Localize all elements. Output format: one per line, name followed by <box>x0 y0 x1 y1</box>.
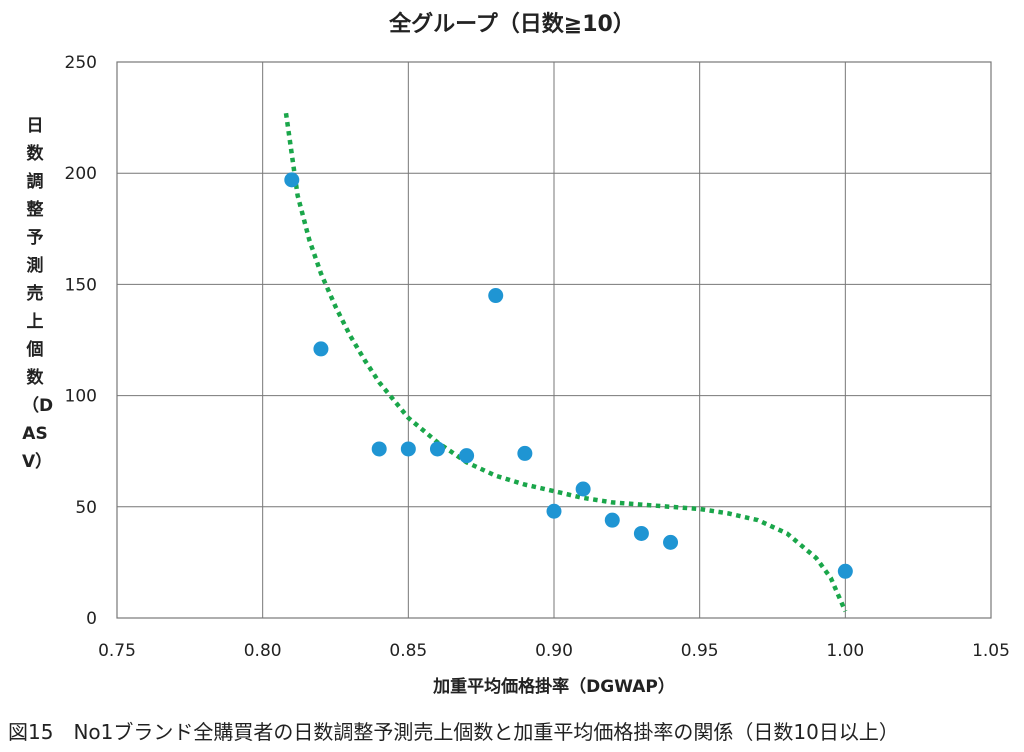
data-point-layer <box>284 172 853 579</box>
gridlines <box>116 61 992 619</box>
data-point <box>284 172 300 188</box>
chart-title: 全グループ（日数≧10） <box>389 12 635 37</box>
data-point <box>313 341 329 357</box>
data-point <box>575 481 591 497</box>
x-tick-label: 0.95 <box>681 641 719 661</box>
x-tick-label: 0.80 <box>244 641 282 661</box>
x-tick-label: 0.85 <box>389 641 427 661</box>
data-point <box>546 503 562 519</box>
data-point <box>429 441 445 457</box>
x-tick-label: 0.90 <box>535 641 573 661</box>
trendline <box>283 112 848 613</box>
y-tick-label: 200 <box>65 164 97 184</box>
figure-caption: 図15 No1ブランド全購買者の日数調整予測売上個数と加重平均価格掛率の関係（日… <box>8 720 899 744</box>
data-point <box>633 525 649 541</box>
data-point <box>604 512 620 528</box>
x-tick-label: 1.05 <box>972 641 1010 661</box>
data-point <box>400 441 416 457</box>
data-point <box>371 441 387 457</box>
y-tick-label: 50 <box>75 498 97 518</box>
data-point <box>663 534 679 550</box>
plot-area-border <box>116 61 992 619</box>
y-tick-label: 0 <box>86 609 97 629</box>
data-point <box>837 563 853 579</box>
tick-label-layer: 0.75 0.80 0.85 0.90 0.95 1.00 1.05 0 50 100 150 200… <box>65 53 1010 661</box>
y-axis-label: 日数調整予測売上個数（DASV） <box>22 116 54 472</box>
data-point <box>517 445 533 461</box>
y-tick-label: 100 <box>65 387 97 407</box>
data-point <box>459 448 475 464</box>
trendline-layer <box>283 112 848 613</box>
x-tick-label: 1.00 <box>826 641 864 661</box>
data-point <box>488 288 504 304</box>
x-tick-label: 0.75 <box>98 641 136 661</box>
x-axis-label: 加重平均価格掛率（DGWAP） <box>433 677 675 697</box>
y-tick-label: 250 <box>65 53 97 73</box>
y-tick-label: 150 <box>65 275 97 295</box>
